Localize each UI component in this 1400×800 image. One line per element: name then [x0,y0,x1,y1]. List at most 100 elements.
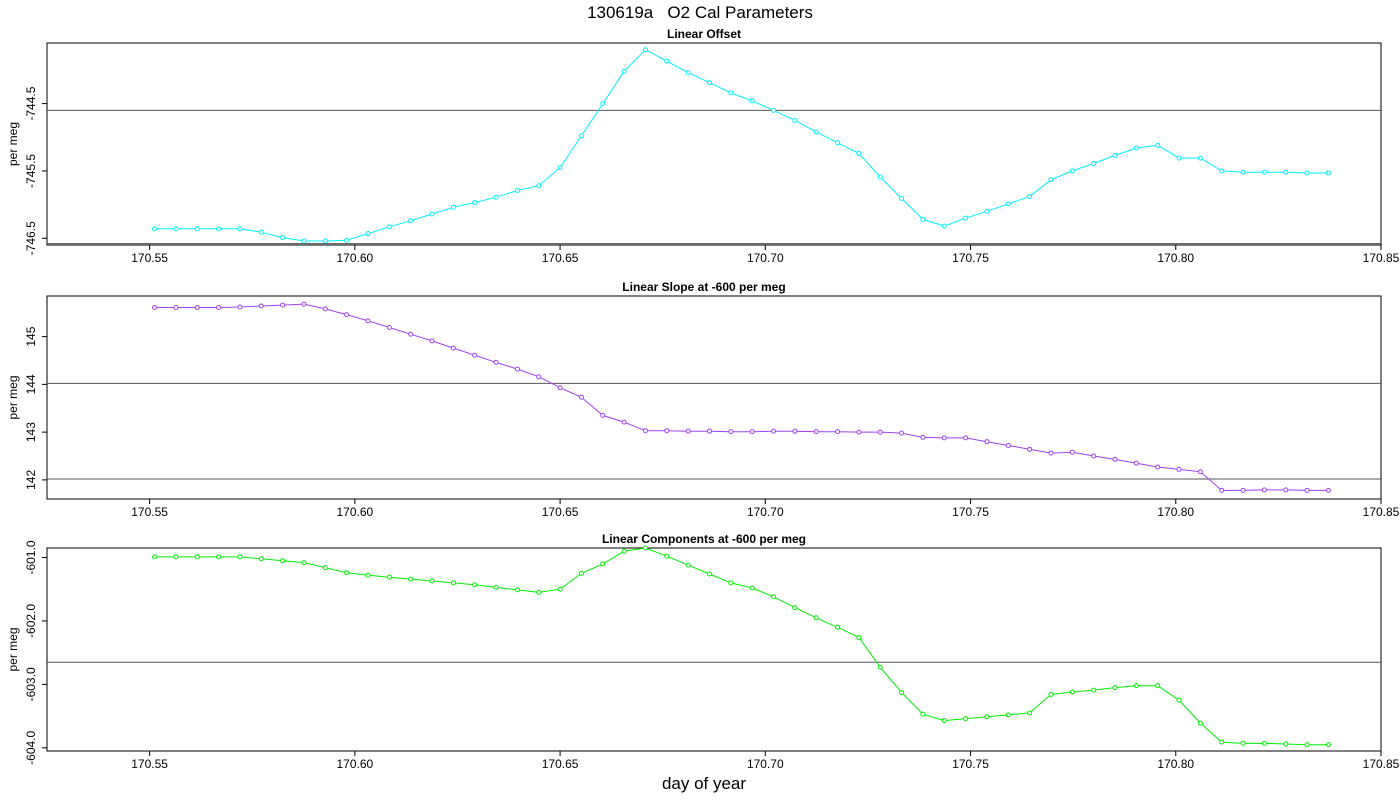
data-point [856,634,862,640]
data-point [877,664,883,670]
data-point [642,545,648,551]
data-point [1240,740,1246,746]
data-point [728,90,734,96]
data-point [984,208,990,214]
data-point [621,548,627,554]
data-point [706,80,712,86]
x-tick-label: 170.60 [336,251,373,265]
data-point [514,366,520,372]
plot-frame [46,295,1382,500]
panel-title: Linear Slope at -600 per meg [622,280,785,294]
data-point [557,385,563,391]
data-point [258,229,264,235]
data-point [749,429,755,435]
data-point [1069,168,1075,174]
data-point [1219,168,1225,174]
data-point [578,570,584,576]
data-point [771,428,777,434]
data-point [664,553,670,559]
data-point [536,183,542,189]
data-point [450,204,456,210]
data-point [706,428,712,434]
data-point [1048,177,1054,183]
data-point [514,587,520,593]
data-point [685,70,691,76]
data-point [557,586,563,592]
y-tick-label: -604.0 [24,730,38,764]
data-point [1197,469,1203,475]
data-point [365,572,371,578]
data-point [877,174,883,180]
data-point [877,429,883,435]
data-point [173,304,179,310]
y-axis-label: per meg [6,627,20,671]
data-point [514,187,520,193]
data-point [963,435,969,441]
x-tick-label: 170.85 [1363,505,1400,519]
data-point [493,194,499,200]
data-point [450,345,456,351]
data-point [344,312,350,318]
data-point [963,215,969,221]
data-point [1325,487,1331,493]
data-point [1005,443,1011,449]
data-point [1176,466,1182,472]
data-point [344,570,350,576]
data-point [237,304,243,310]
data-point [792,117,798,123]
data-point [194,226,200,232]
y-axis-label: per meg [6,122,20,166]
y-tick-label: -744.5 [24,86,38,120]
x-tick-label: 170.55 [131,505,168,519]
data-point [344,237,350,243]
data-point [493,584,499,590]
data-point [557,165,563,171]
data-point [835,429,841,435]
data-point [365,318,371,324]
data-point [899,430,905,436]
data-point [600,101,606,107]
data-point [1197,720,1203,726]
data-point [920,434,926,440]
data-point [941,223,947,229]
data-point [1155,683,1161,689]
y-tick-label: 145 [24,326,38,346]
data-point [685,428,691,434]
data-point [685,562,691,568]
data-point [1027,194,1033,200]
chart-main-title: 130619a O2 Cal Parameters [587,3,813,22]
data-point [920,711,926,717]
data-point [429,578,435,584]
data-point [216,226,222,232]
data-point [1133,145,1139,151]
data-point [237,554,243,560]
data-point [536,589,542,595]
data-point [322,238,328,244]
data-point [386,574,392,580]
data-point [216,304,222,310]
data-point [450,580,456,586]
x-tick-label: 170.70 [747,505,784,519]
data-point [813,429,819,435]
x-tick-label: 170.75 [952,251,989,265]
plot-frame [46,547,1382,752]
data-point [1261,740,1267,746]
data-point [1091,161,1097,167]
data-point [1155,142,1161,148]
data-point [728,429,734,435]
data-point [664,428,670,434]
data-point [194,554,200,560]
y-tick-label: 144 [24,374,38,394]
data-point [664,58,670,64]
data-point [194,304,200,310]
data-point [280,235,286,241]
data-point [621,419,627,425]
data-point [1261,169,1267,175]
data-point [472,582,478,588]
series-line [154,303,1329,491]
data-point [792,428,798,434]
data-point [1283,169,1289,175]
x-tick-label: 170.70 [747,251,784,265]
data-point [1155,464,1161,470]
x-tick-label: 170.65 [542,505,579,519]
